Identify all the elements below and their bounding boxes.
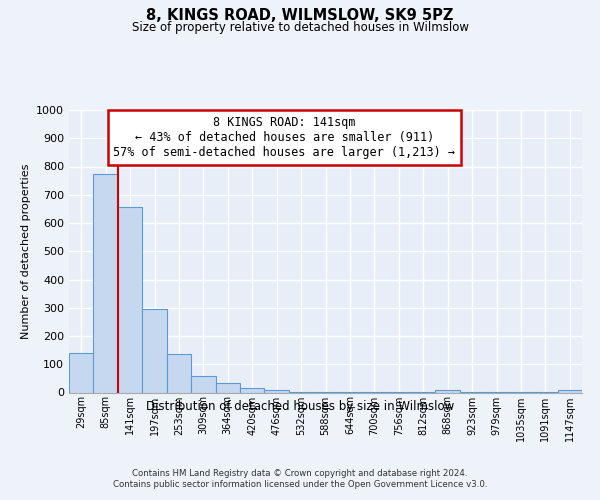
Text: Size of property relative to detached houses in Wilmslow: Size of property relative to detached ho…: [131, 21, 469, 34]
Bar: [265, 390, 289, 392]
Text: Contains public sector information licensed under the Open Government Licence v3: Contains public sector information licen…: [113, 480, 487, 489]
Bar: [436, 390, 460, 392]
Bar: [191, 376, 215, 392]
Bar: [142, 309, 167, 392]
Bar: [557, 390, 582, 392]
Y-axis label: Number of detached properties: Number of detached properties: [20, 164, 31, 339]
Text: Distribution of detached houses by size in Wilmslow: Distribution of detached houses by size …: [146, 400, 454, 413]
Bar: [215, 384, 240, 392]
Bar: [240, 388, 265, 392]
Text: 8, KINGS ROAD, WILMSLOW, SK9 5PZ: 8, KINGS ROAD, WILMSLOW, SK9 5PZ: [146, 8, 454, 24]
Bar: [94, 174, 118, 392]
Text: Contains HM Land Registry data © Crown copyright and database right 2024.: Contains HM Land Registry data © Crown c…: [132, 469, 468, 478]
Text: 8 KINGS ROAD: 141sqm
← 43% of detached houses are smaller (911)
57% of semi-deta: 8 KINGS ROAD: 141sqm ← 43% of detached h…: [113, 116, 455, 158]
Bar: [69, 353, 94, 393]
Bar: [167, 354, 191, 393]
Bar: [118, 208, 142, 392]
